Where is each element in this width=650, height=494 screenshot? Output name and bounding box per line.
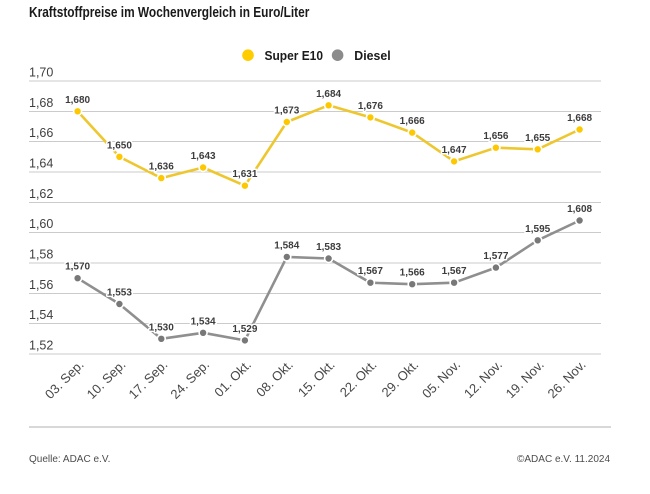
svg-text:1,584: 1,584 — [274, 240, 299, 251]
svg-text:1,58: 1,58 — [29, 248, 53, 262]
svg-text:1,567: 1,567 — [358, 266, 383, 277]
svg-text:1,529: 1,529 — [232, 324, 257, 335]
svg-text:1,583: 1,583 — [316, 242, 341, 253]
svg-text:1,68: 1,68 — [29, 96, 53, 110]
svg-text:1,534: 1,534 — [191, 316, 216, 327]
svg-text:Quelle: ADAC e.V.: Quelle: ADAC e.V. — [29, 454, 110, 465]
svg-text:1,553: 1,553 — [107, 288, 132, 299]
svg-text:Super E10: Super E10 — [265, 49, 324, 64]
svg-text:1,70: 1,70 — [29, 66, 53, 80]
svg-text:1,656: 1,656 — [483, 131, 508, 142]
svg-text:1,595: 1,595 — [525, 224, 550, 235]
svg-text:1,684: 1,684 — [316, 89, 341, 100]
svg-text:1,66: 1,66 — [29, 126, 53, 140]
svg-text:1,64: 1,64 — [29, 157, 53, 171]
svg-text:1,567: 1,567 — [442, 266, 467, 277]
svg-text:1,650: 1,650 — [107, 140, 132, 151]
svg-text:1,608: 1,608 — [567, 204, 592, 215]
svg-text:1,631: 1,631 — [232, 169, 257, 180]
svg-text:©ADAC e.V. 11.2024: ©ADAC e.V. 11.2024 — [517, 454, 610, 465]
svg-text:1,56: 1,56 — [29, 278, 53, 292]
svg-text:1,636: 1,636 — [149, 162, 174, 173]
svg-text:1,54: 1,54 — [29, 308, 53, 322]
svg-text:1,643: 1,643 — [191, 151, 216, 162]
svg-text:Diesel: Diesel — [354, 49, 390, 63]
svg-text:1,647: 1,647 — [442, 145, 467, 156]
svg-text:1,577: 1,577 — [483, 251, 508, 262]
svg-text:1,52: 1,52 — [29, 339, 53, 353]
svg-text:1,668: 1,668 — [567, 113, 592, 124]
svg-text:1,680: 1,680 — [65, 95, 90, 106]
svg-text:1,673: 1,673 — [274, 106, 299, 117]
svg-text:1,570: 1,570 — [65, 262, 90, 273]
svg-text:1,60: 1,60 — [29, 217, 53, 231]
svg-text:1,530: 1,530 — [149, 322, 174, 333]
svg-text:1,666: 1,666 — [400, 116, 425, 127]
svg-text:1,655: 1,655 — [525, 133, 550, 144]
svg-text:1,62: 1,62 — [29, 187, 53, 201]
svg-text:1,566: 1,566 — [400, 268, 425, 279]
svg-text:Kraftstoffpreise im Wochenverg: Kraftstoffpreise im Wochenvergleich in E… — [29, 4, 309, 20]
svg-text:1,676: 1,676 — [358, 101, 383, 112]
